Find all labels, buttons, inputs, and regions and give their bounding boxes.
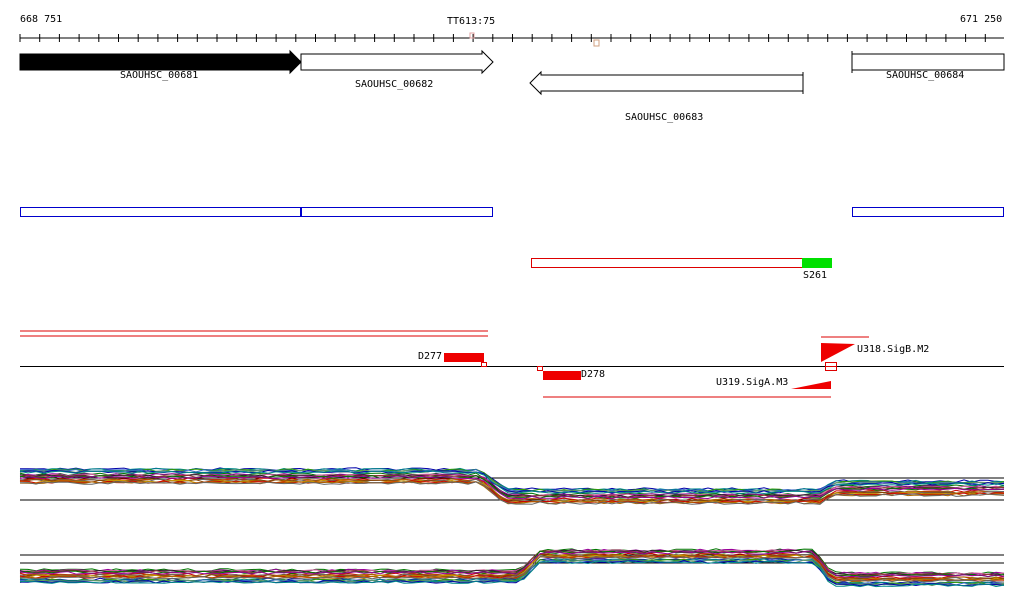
annotation-box[interactable]: [852, 207, 1004, 217]
gene-label-saouhsc-00684[interactable]: SAOUHSC_00684: [886, 70, 965, 81]
promoter-siga[interactable]: [791, 381, 831, 389]
gene-label-saouhsc-00682[interactable]: SAOUHSC_00682: [355, 79, 434, 90]
gene-label-saouhsc-00683[interactable]: SAOUHSC_00683: [625, 112, 704, 123]
expression-trace: [19, 475, 1005, 499]
expression-trace: [19, 475, 1005, 500]
gene-arrow-saouhsc-00684[interactable]: [851, 53, 1005, 71]
segment-track: [531, 258, 832, 268]
gene-arrow-saouhsc-00682[interactable]: [300, 49, 494, 75]
segment-label-s261[interactable]: S261: [803, 270, 828, 281]
feature-d278[interactable]: [543, 371, 581, 380]
segment-box-red[interactable]: [531, 258, 803, 268]
expression-trace: [19, 480, 1005, 504]
ruler-end-label: 671 250: [960, 14, 1003, 25]
marker-icon[interactable]: [593, 39, 600, 47]
expression-track-bottom: [19, 548, 1005, 588]
annotation-box[interactable]: [301, 207, 493, 217]
feature-label-sigb[interactable]: U318.SigB.M2: [857, 344, 930, 355]
gene-arrow-saouhsc-00683[interactable]: [529, 70, 804, 96]
expression-trace: [19, 558, 1005, 586]
feature-label-siga[interactable]: U319.SigA.M3: [716, 377, 789, 388]
expression-trace: [19, 560, 1005, 587]
expression-trace: [19, 481, 1005, 505]
expression-trace: [19, 556, 1005, 583]
annotation-box[interactable]: [20, 207, 301, 217]
gene-label-saouhsc-00681[interactable]: SAOUHSC_00681: [120, 70, 199, 81]
feature-d277[interactable]: [444, 353, 484, 362]
expression-trace: [19, 467, 1005, 492]
expression-trace: [20, 560, 1005, 588]
expression-track-top: [19, 467, 1005, 505]
gene-arrow-saouhsc-00681[interactable]: [19, 49, 302, 75]
segment-s261[interactable]: [802, 258, 832, 268]
expression-trace: [19, 470, 1005, 495]
expression-trace: [19, 548, 1005, 575]
expression-trace: [19, 479, 1004, 503]
feature-track: [20, 330, 1004, 398]
annotation-track: [20, 207, 1004, 217]
marker-icon[interactable]: [469, 32, 475, 39]
gene-track: [19, 49, 1005, 96]
ruler-marker-label[interactable]: TT613:75: [447, 16, 496, 27]
promoter-sigb[interactable]: [821, 343, 855, 362]
ruler-start-label: 668 751: [20, 14, 63, 25]
feature-label-d277[interactable]: D277: [418, 351, 443, 362]
expression-trace: [19, 555, 1005, 583]
coordinate-ruler: [19, 32, 1004, 47]
expression-trace: [19, 551, 1005, 578]
feature-label-d278[interactable]: D278: [581, 369, 606, 380]
